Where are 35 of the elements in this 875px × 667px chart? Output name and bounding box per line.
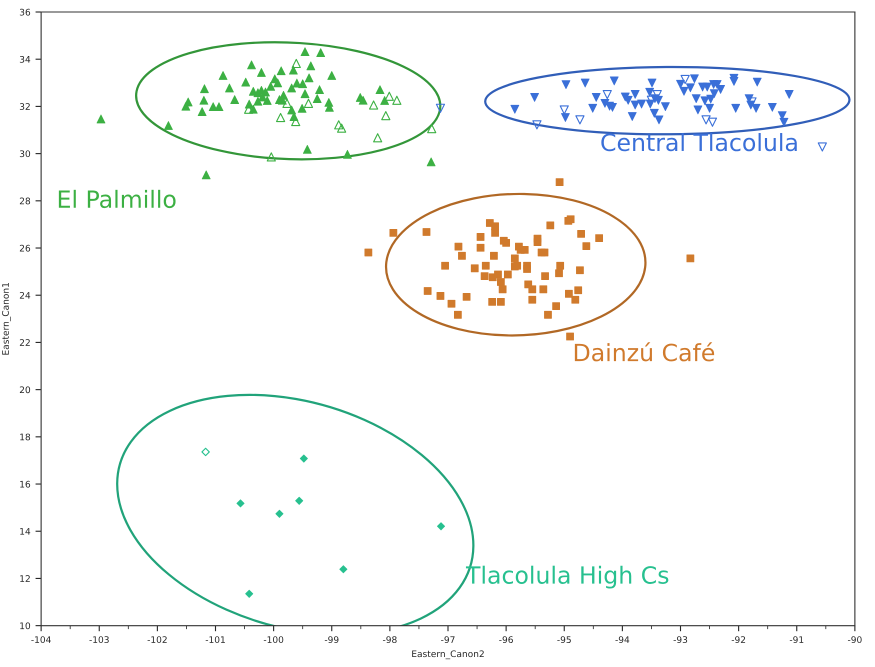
y-tick-label: 28 [20, 198, 30, 204]
x-tick-label: -100 [264, 636, 284, 644]
x-tick-label: -93 [674, 636, 688, 644]
x-tick-label: -99 [324, 636, 338, 644]
y-axis-title: Eastern_Canon1 [2, 282, 11, 355]
x-tick-label: -96 [499, 636, 513, 644]
series-label: Tlacolula High Cs [466, 566, 668, 589]
y-tick-label: 14 [20, 528, 30, 535]
y-tick-label: 32 [20, 103, 30, 110]
x-tick-label: -97 [441, 636, 455, 644]
y-tick-label: 12 [20, 575, 30, 582]
y-tick-label: 30 [20, 150, 30, 158]
y-tick-label: 24 [20, 292, 30, 299]
y-tick-label: 18 [20, 434, 30, 440]
y-tick-label: 10 [20, 622, 30, 630]
y-tick-label: 34 [20, 56, 30, 63]
x-tick-label: -95 [557, 636, 571, 644]
series-label: Dainzú Café [574, 342, 714, 362]
x-tick-label: -102 [148, 636, 167, 644]
x-tick-label: -104 [31, 636, 51, 644]
x-tick-label: -101 [206, 636, 225, 644]
x-tick-label: -98 [382, 636, 397, 644]
y-tick-label: 20 [20, 386, 30, 394]
x-axis-title: Eastern_Canon2 [412, 650, 484, 660]
y-tick-label: 36 [20, 8, 30, 16]
x-tick-label: -90 [848, 636, 862, 644]
y-tick-label: 26 [20, 244, 30, 252]
x-tick-label: -103 [89, 636, 109, 644]
series-label: El Palmillo [58, 190, 176, 208]
y-tick-label: 22 [20, 339, 30, 346]
y-tick-label: 16 [20, 480, 30, 488]
x-tick-label: -91 [790, 636, 804, 644]
series-label: Central Tlacolula [601, 133, 797, 152]
x-tick-label: -94 [615, 636, 630, 644]
x-tick-label: -92 [732, 636, 746, 644]
